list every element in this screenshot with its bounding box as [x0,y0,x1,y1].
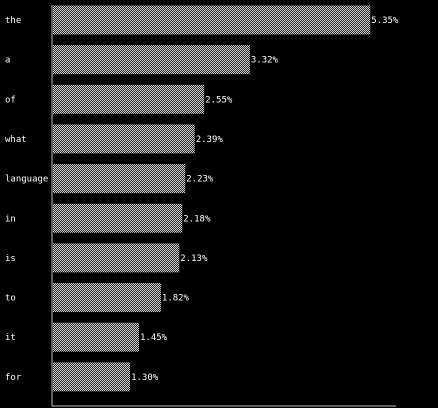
value-label: 1.82% [162,294,190,304]
category-label: a [5,56,10,66]
category-label: in [5,214,16,224]
bar [53,283,161,313]
value-label: 5.35% [371,16,399,26]
category-label: it [5,333,16,343]
category-label: for [5,373,22,383]
category-label: is [5,254,16,264]
bar [53,84,205,114]
category-label: what [5,135,27,145]
value-label: 3.32% [251,56,279,66]
bar [53,203,183,233]
bar [53,164,186,194]
category-label: of [5,95,16,105]
value-label: 2.23% [186,175,214,185]
value-label: 2.55% [205,95,233,105]
bars-group: the 5.35% a 3.32% of 2.55% what 2.39% language 2.… [5,5,399,392]
bar [53,322,139,352]
bar [53,362,131,392]
bar [53,124,195,154]
value-label: 1.45% [140,333,168,343]
bar [53,45,250,75]
category-label: to [5,294,16,304]
value-label: 2.18% [183,214,211,224]
value-label: 2.13% [180,254,208,264]
category-label: the [5,16,21,26]
value-label: 1.30% [131,373,159,383]
category-label: language [5,175,48,185]
bar [53,5,371,35]
value-label: 2.39% [196,135,224,145]
bar [53,243,180,273]
